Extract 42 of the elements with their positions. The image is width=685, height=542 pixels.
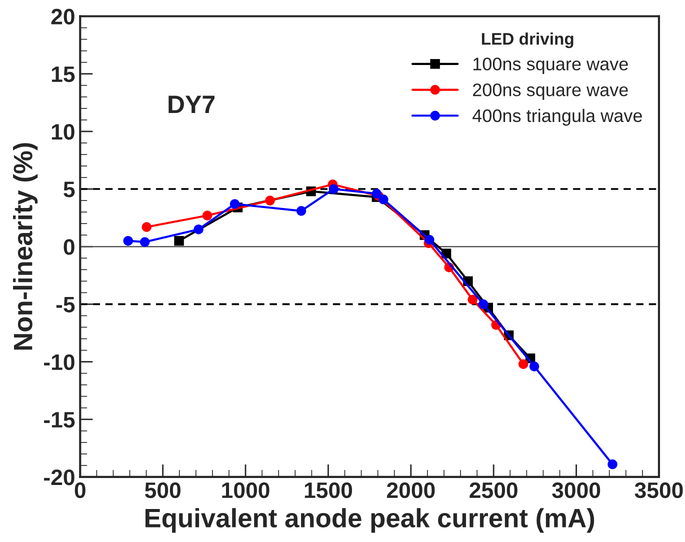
x-tick-label: 1500 xyxy=(304,482,352,498)
x-axis-title: Equivalent anode peak current (mA) xyxy=(146,508,594,533)
x-tick-label: 500 xyxy=(144,482,180,498)
legend-title: LED driving xyxy=(482,32,574,48)
x-tick-label: 3500 xyxy=(634,482,683,498)
y-tick-label: 5 xyxy=(64,182,75,198)
point xyxy=(230,199,240,209)
x-tick-label: 1000 xyxy=(222,482,270,498)
point xyxy=(174,236,184,246)
x-tick-label: 2000 xyxy=(386,482,435,498)
legend-label: 400ns triangula wave xyxy=(472,108,642,126)
point xyxy=(123,236,133,246)
point xyxy=(608,459,618,470)
y-tick-label: 10 xyxy=(52,124,74,140)
point xyxy=(468,294,478,304)
x-tick-label: 3000 xyxy=(552,482,600,498)
y-tick-label: -20 xyxy=(44,469,74,486)
point xyxy=(328,184,339,194)
point xyxy=(372,188,382,198)
point xyxy=(529,362,540,372)
x-tick-label: 0 xyxy=(74,482,86,498)
point xyxy=(478,299,488,310)
point xyxy=(140,237,150,247)
point xyxy=(202,210,212,220)
x-tick-label: 2500 xyxy=(470,482,518,498)
point xyxy=(194,224,204,234)
y-tick-label: 20 xyxy=(51,8,74,25)
y-tick-label: -10 xyxy=(44,354,74,370)
legend-label: 100ns square wave xyxy=(473,58,628,74)
point xyxy=(296,206,306,216)
point xyxy=(518,359,528,369)
point xyxy=(265,196,275,206)
point xyxy=(424,234,434,245)
y-axis-title: Non-linearity (%) xyxy=(13,143,38,350)
y-tick-label: 0 xyxy=(64,239,74,255)
legend-label: 200ns square wave xyxy=(473,83,628,100)
y-tick-label: -15 xyxy=(44,412,75,428)
annotation: DY7 xyxy=(168,96,214,114)
point xyxy=(378,194,388,204)
y-tick-label: 15 xyxy=(52,66,75,82)
y-tick-label: -5 xyxy=(56,296,75,312)
point xyxy=(142,222,152,232)
